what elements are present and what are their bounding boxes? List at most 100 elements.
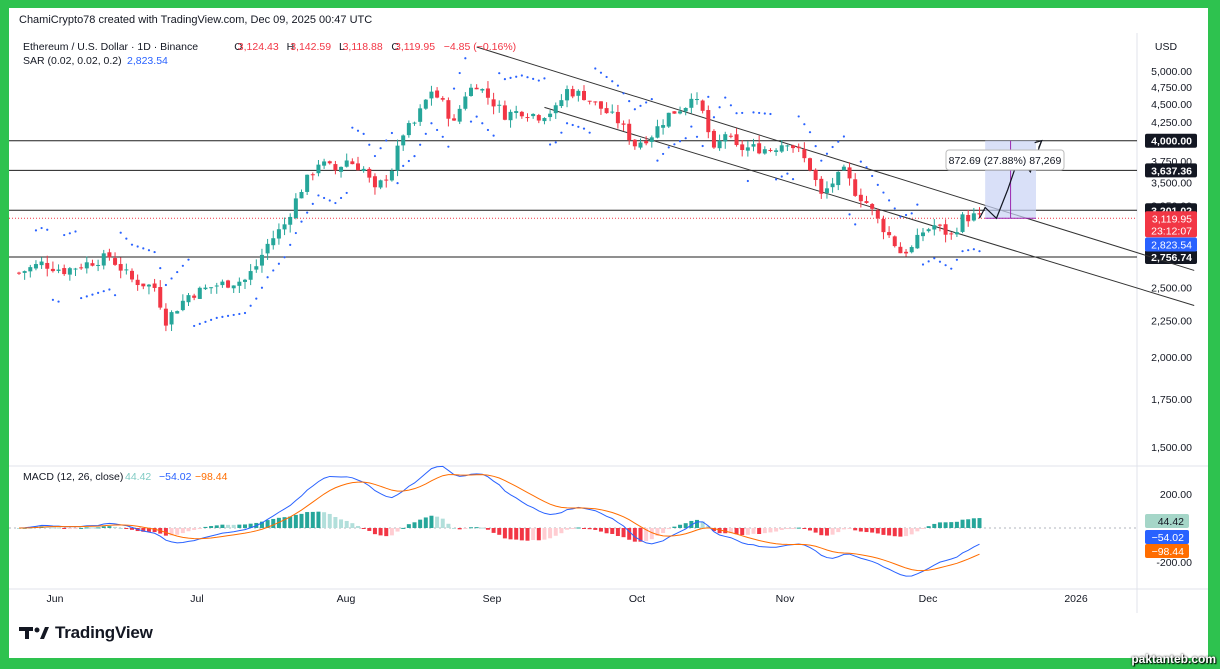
macd-histogram-bar — [582, 528, 586, 529]
macd-histogram-bar — [192, 528, 197, 530]
sar-dot — [379, 147, 382, 150]
sar-dot — [786, 172, 789, 175]
candle-body — [435, 90, 440, 98]
candle-body — [700, 100, 705, 111]
candle-body — [689, 98, 694, 108]
candle-body — [50, 268, 55, 272]
sar-dot — [509, 76, 512, 80]
sar-dot — [147, 249, 151, 252]
macd-histogram-bar — [372, 528, 377, 535]
macd-histogram-bar — [796, 527, 801, 529]
candle-body — [474, 87, 479, 90]
macd-histogram-bar — [186, 528, 191, 532]
macd-histogram-bar — [101, 526, 106, 528]
sar-dot — [791, 178, 795, 181]
tradingview-logo[interactable]: TradingView — [19, 623, 153, 643]
macd-histogram-bar — [220, 524, 225, 528]
sar-dot — [633, 108, 636, 111]
candle-body — [469, 87, 473, 96]
candle-body — [197, 287, 202, 299]
macd-histogram-bar — [734, 528, 739, 535]
level-tag-label: 3,637.36 — [1151, 165, 1192, 177]
macd-histogram-bar — [808, 528, 812, 531]
macd-histogram-bar — [525, 528, 530, 541]
sar-dot — [910, 212, 913, 215]
sar-dot — [667, 146, 670, 149]
candle-body — [101, 253, 106, 266]
macd-histogram-bar — [113, 526, 118, 528]
sar-dot — [893, 207, 896, 210]
macd-histogram-bar — [768, 528, 773, 533]
chart-canvas[interactable]: 5,000.00 4,750.00 4,500.00 4,250.00 4,000.00… — [9, 8, 1208, 613]
candle-body — [672, 111, 677, 114]
sar-dot — [577, 125, 580, 128]
sar-dot — [142, 247, 145, 250]
legend-c-value: 3,119.95 — [395, 41, 435, 53]
macd-histogram-bar — [841, 528, 846, 530]
candle-body — [847, 167, 852, 179]
legend-l-label: L — [339, 41, 345, 53]
candle-body — [808, 158, 812, 171]
candle-body — [463, 96, 468, 109]
candle-body — [921, 232, 925, 237]
candle-body — [130, 270, 134, 280]
sar-dot — [356, 129, 360, 132]
candle-body — [796, 146, 801, 149]
sar-dot — [51, 298, 55, 301]
candle-body — [937, 224, 942, 226]
candle-body — [508, 111, 513, 121]
sar-dot — [950, 267, 953, 270]
candle-body — [661, 125, 666, 128]
candle-body — [169, 312, 174, 325]
price-tick-label: 2,250.00 — [1151, 315, 1192, 327]
projection-label-bg — [945, 149, 1065, 171]
macd-histogram-bar — [836, 528, 841, 533]
candle-body — [276, 229, 281, 239]
macd-histogram-bar — [197, 528, 202, 529]
macd-tag-bg — [1145, 530, 1189, 544]
macd-histogram-bar — [389, 528, 394, 536]
macd-histogram-bar — [339, 519, 344, 528]
time-axis-label: Aug — [337, 593, 356, 605]
candle-body — [141, 283, 146, 287]
candle-body — [361, 168, 366, 171]
candle-body — [977, 213, 982, 215]
macd-histogram-bar — [853, 528, 858, 531]
candle-body — [146, 284, 151, 287]
candle-body — [186, 295, 191, 303]
macd-histogram-bar — [565, 528, 570, 530]
macd-tag: 44.42 — [1158, 516, 1184, 528]
sar-dot — [368, 143, 371, 146]
macd-histogram-bar — [259, 521, 264, 528]
time-axis-label: Jul — [190, 593, 203, 605]
candle-body — [943, 224, 948, 235]
candle-body — [135, 279, 140, 286]
sar-dot — [170, 277, 173, 280]
level-tag-bg — [1145, 133, 1197, 148]
sar-dot — [967, 249, 970, 252]
sar-dot — [718, 106, 721, 109]
candle-body — [429, 91, 434, 99]
sar-dot — [63, 233, 66, 237]
candle-body — [824, 188, 829, 193]
candle-body — [576, 90, 581, 96]
macd-histogram-bar — [604, 528, 609, 534]
macd-histogram-bar — [536, 528, 541, 541]
candle-body — [367, 168, 372, 178]
macd-histogram-bar — [954, 521, 959, 528]
macd-histogram-bar — [898, 528, 903, 537]
macd-histogram-bar — [288, 516, 293, 528]
sar-dot — [164, 283, 167, 287]
candle-body — [870, 204, 875, 209]
sar-dot — [390, 131, 393, 135]
sar-tag: 2,823.54 — [1151, 239, 1192, 251]
sar-dot — [899, 215, 902, 218]
candle-body — [350, 161, 355, 165]
macd-histogram-bar — [243, 524, 247, 528]
sar-dot — [571, 123, 574, 127]
price-tick-label: 4,750.00 — [1151, 82, 1192, 94]
candle-body — [853, 179, 858, 196]
candle-body — [175, 311, 180, 314]
macd-histogram-bar — [480, 527, 485, 529]
level-tag-label: 4,000.00 — [1151, 136, 1192, 148]
